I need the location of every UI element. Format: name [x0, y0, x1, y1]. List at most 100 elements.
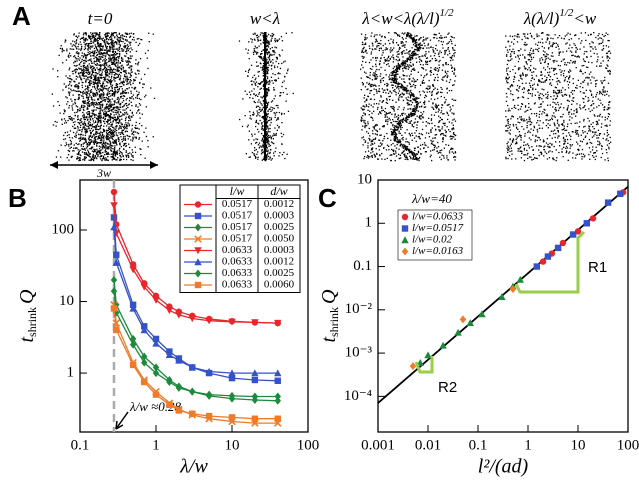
particle [377, 41, 378, 42]
particle [129, 147, 130, 148]
particle [362, 50, 363, 51]
particle [107, 123, 108, 124]
particle [251, 118, 252, 119]
particle [124, 45, 125, 46]
particle [398, 100, 399, 101]
particle [81, 118, 82, 119]
particle [77, 109, 78, 110]
particle [419, 38, 420, 39]
particle [100, 122, 101, 123]
particle [405, 141, 406, 142]
particle [430, 71, 431, 72]
particle [362, 61, 363, 62]
particle [97, 82, 98, 83]
particle [135, 106, 136, 107]
particle [401, 138, 402, 139]
particle [440, 152, 441, 153]
particle [73, 132, 74, 133]
particle [120, 63, 121, 64]
particle [262, 81, 263, 82]
particle [128, 144, 129, 145]
particle [273, 153, 274, 154]
particle [118, 76, 119, 77]
particle [379, 100, 380, 101]
particle [279, 73, 280, 74]
particle [388, 32, 389, 33]
particle [88, 45, 89, 46]
particle [260, 67, 261, 68]
particle [452, 151, 453, 152]
particle [276, 105, 277, 106]
particle [397, 109, 398, 110]
particle [435, 104, 436, 105]
particle [263, 65, 264, 66]
particle [420, 85, 421, 86]
particle [85, 55, 86, 56]
particle [127, 107, 128, 108]
particle [432, 138, 433, 139]
particle [441, 104, 442, 105]
particle [94, 50, 95, 51]
particle [88, 36, 89, 37]
particle [73, 90, 74, 91]
particle [261, 146, 262, 147]
particle [69, 148, 70, 149]
particle [91, 97, 92, 98]
particle [99, 138, 100, 139]
particle [250, 115, 251, 116]
particle [104, 99, 105, 100]
particle [129, 136, 130, 137]
particle [384, 84, 385, 85]
particle [84, 103, 85, 104]
particle [97, 64, 98, 65]
particle [113, 46, 114, 47]
particle [441, 38, 442, 39]
particle [73, 44, 74, 45]
particle [443, 155, 444, 156]
particle [93, 54, 94, 55]
particle [93, 42, 94, 43]
particle [406, 156, 407, 157]
particle [83, 101, 84, 102]
particle [366, 53, 367, 54]
particle [66, 59, 67, 60]
particle [125, 127, 126, 128]
particle [66, 144, 67, 145]
particle [430, 47, 431, 48]
particle [135, 59, 136, 60]
particle [438, 129, 439, 130]
particle [70, 130, 71, 131]
particle [112, 85, 113, 86]
particle [414, 79, 415, 80]
particle [257, 39, 258, 40]
particle [57, 70, 58, 71]
particle [145, 95, 146, 96]
particle [395, 113, 396, 114]
particle [406, 93, 407, 94]
particle [121, 68, 122, 69]
particle [428, 51, 429, 52]
particle [110, 113, 111, 114]
particle [131, 130, 132, 131]
particle [453, 125, 454, 126]
particle [361, 64, 362, 65]
particle [383, 110, 384, 111]
particle [136, 91, 137, 92]
particle [124, 126, 125, 127]
particle [274, 135, 275, 136]
particle [394, 145, 395, 146]
particle [373, 139, 374, 140]
particle [106, 48, 107, 49]
particle [363, 58, 364, 59]
particle [263, 145, 264, 146]
particle [411, 92, 412, 93]
particle [112, 42, 113, 43]
particle [125, 143, 126, 144]
particle [414, 132, 415, 133]
particle [116, 35, 117, 36]
particle [117, 150, 118, 151]
particle [411, 71, 412, 72]
particle [450, 57, 451, 58]
particle [420, 102, 421, 103]
particle [93, 96, 94, 97]
